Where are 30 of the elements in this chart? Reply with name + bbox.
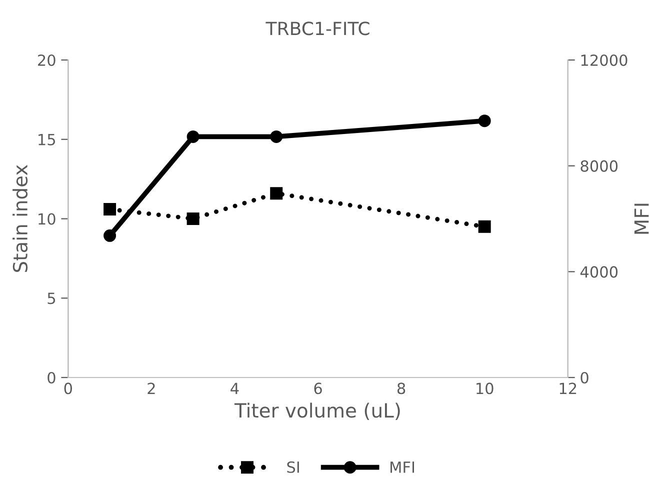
y2-tick-label: 4000: [580, 266, 618, 278]
y-tick-label: 15: [38, 134, 56, 146]
x-tick-label: 12: [560, 382, 576, 394]
point: [478, 220, 491, 233]
x-tick-label: 8: [397, 382, 406, 394]
y-tick-label: 5: [48, 292, 56, 304]
y-tick-label: 20: [38, 54, 56, 66]
y-tick-label: 0: [48, 372, 56, 384]
legend-label: MFI: [390, 462, 414, 473]
point: [104, 229, 116, 242]
y-axis-title: Stain index: [12, 164, 28, 272]
point: [478, 114, 491, 128]
x-tick-label: 6: [314, 382, 322, 394]
y2-tick-label: 12000: [581, 54, 628, 66]
y2-tick-label: 0: [580, 372, 588, 384]
x-tick-label: 0: [64, 382, 72, 394]
point: [270, 130, 283, 143]
x-axis-title: Titer volume (uL): [234, 402, 400, 420]
x-tick-label: 2: [148, 382, 155, 394]
y2-tick-label: 8000: [580, 160, 618, 172]
legend-label: SI: [287, 461, 299, 473]
point: [186, 130, 200, 143]
point: [186, 212, 200, 225]
y-tick-label: 10: [38, 213, 56, 225]
x-tick-label: 10: [476, 382, 494, 394]
chart-title: TRBC1-FITC: [266, 22, 370, 36]
x-tick-label: 4: [230, 382, 239, 394]
point: [104, 202, 116, 216]
point: [270, 187, 283, 200]
y2-axis-title: MFI: [634, 204, 649, 234]
